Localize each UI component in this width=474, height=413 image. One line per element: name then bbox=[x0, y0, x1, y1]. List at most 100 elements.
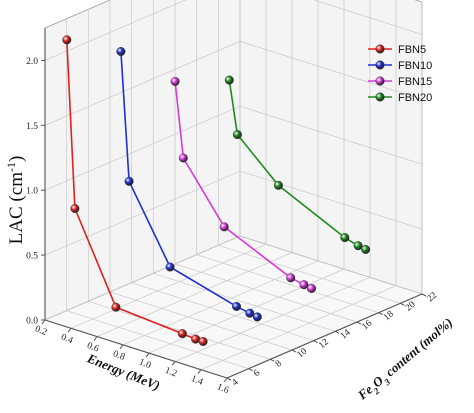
data-point bbox=[224, 75, 234, 85]
y-tick-mark bbox=[356, 321, 362, 325]
legend-item: FBN5 bbox=[368, 44, 426, 56]
data-point bbox=[231, 301, 241, 311]
data-point bbox=[245, 308, 255, 318]
y-gridline bbox=[87, 9, 271, 360]
series-fbn15 bbox=[170, 76, 317, 293]
z-axis-label-main: LAC (cm bbox=[6, 172, 27, 245]
y-tick-label: 20 bbox=[404, 300, 418, 314]
y-tick-label: 14 bbox=[339, 328, 353, 342]
x-tick-mark bbox=[171, 361, 176, 366]
y-gridline bbox=[152, 0, 336, 332]
y-tick-mark bbox=[270, 358, 275, 362]
y-axis-label-sub1: 2 bbox=[371, 385, 382, 397]
x-tick-label: 0.6 bbox=[85, 341, 100, 355]
legend-label: FBN10 bbox=[398, 60, 432, 72]
x-tick-label: 1.6 bbox=[215, 382, 230, 396]
x-tick-label: 0.8 bbox=[111, 349, 126, 363]
legend-marker bbox=[375, 92, 385, 102]
x-tick-mark bbox=[41, 319, 46, 325]
y-tick-mark bbox=[313, 340, 318, 344]
y-tick-label: 12 bbox=[317, 337, 331, 351]
y-tick-mark bbox=[400, 302, 405, 306]
y-tick-mark bbox=[378, 312, 383, 316]
legend-item: FBN10 bbox=[368, 60, 432, 72]
y-axis-label-fe: Fe bbox=[354, 382, 376, 404]
axis-frame bbox=[41, 28, 427, 383]
y-tick-label: 4 bbox=[231, 377, 241, 388]
legend-marker bbox=[375, 44, 385, 54]
legend-item: FBN15 bbox=[368, 76, 432, 88]
y-tick-mark bbox=[335, 330, 340, 334]
y-axis-line bbox=[226, 293, 423, 379]
y-tick-label: 10 bbox=[296, 346, 310, 360]
y-tick-label: 18 bbox=[382, 309, 396, 323]
legend-marker bbox=[375, 76, 385, 86]
data-point bbox=[116, 47, 126, 57]
data-point bbox=[191, 334, 201, 344]
series-fbn20 bbox=[224, 75, 371, 254]
x-tick-label: 1.2 bbox=[163, 366, 178, 380]
z-tick-label: 1.0 bbox=[26, 187, 38, 197]
legend-label: FBN20 bbox=[398, 92, 432, 104]
y-gridline bbox=[131, 0, 314, 342]
y-gridline bbox=[174, 0, 358, 323]
z-axis-label: LAC (cm-1) bbox=[4, 156, 27, 245]
y-gridline bbox=[217, 0, 401, 304]
x-tick-label: 0.4 bbox=[59, 333, 74, 347]
y-gridline bbox=[66, 18, 249, 370]
data-point bbox=[124, 176, 134, 186]
data-point bbox=[165, 262, 175, 272]
z-axis-label-sup: -1 bbox=[4, 162, 18, 172]
z-tick-label: 2.0 bbox=[26, 57, 38, 67]
x-tick-label: 0.2 bbox=[33, 324, 48, 338]
y-tick-label: 6 bbox=[252, 368, 262, 379]
y-axis-label-rest: content (mol%) bbox=[380, 315, 455, 382]
y-gridline bbox=[196, 0, 379, 314]
series-fbn10 bbox=[116, 47, 262, 322]
data-point bbox=[232, 130, 242, 140]
data-point bbox=[286, 273, 296, 283]
legend-label: FBN5 bbox=[398, 44, 426, 56]
x-tick-mark bbox=[93, 336, 98, 341]
grid-lines bbox=[44, 0, 423, 379]
data-point bbox=[170, 76, 180, 86]
y-axis-label-sub2: 3 bbox=[382, 376, 393, 388]
z-tick-label: 0.5 bbox=[26, 252, 38, 262]
y-tick-label: 16 bbox=[361, 318, 375, 332]
data-point bbox=[353, 241, 363, 251]
data-point bbox=[299, 280, 309, 290]
z-axis-label-close: ) bbox=[6, 156, 27, 162]
legend: FBN5 FBN10 FBN15 FBN20 bbox=[368, 44, 432, 104]
data-point bbox=[273, 180, 283, 190]
x-tick-label: 1.0 bbox=[137, 357, 152, 371]
x-tick-label: 1.4 bbox=[189, 374, 204, 388]
z-tick-label: 0.0 bbox=[26, 317, 38, 327]
data-point bbox=[177, 329, 187, 339]
data-point bbox=[252, 312, 262, 322]
y-tick-label: 8 bbox=[274, 359, 284, 370]
x-tick-mark bbox=[223, 377, 228, 383]
x-tick-mark bbox=[119, 344, 124, 350]
data-point bbox=[361, 244, 371, 254]
y-tick-mark bbox=[226, 377, 232, 381]
data-point bbox=[111, 302, 121, 312]
data-point bbox=[70, 203, 80, 213]
series-fbn5 bbox=[62, 35, 208, 347]
data-point bbox=[62, 35, 72, 45]
data-point bbox=[198, 337, 208, 347]
y-tick-mark bbox=[291, 349, 297, 353]
y-tick-label: 22 bbox=[426, 290, 440, 304]
legend-item: FBN20 bbox=[368, 92, 432, 104]
data-point bbox=[219, 222, 229, 232]
data-series bbox=[62, 35, 371, 347]
x-tick-mark bbox=[67, 327, 72, 333]
y-tick-mark bbox=[421, 293, 427, 297]
data-point bbox=[340, 233, 350, 243]
legend-label: FBN15 bbox=[398, 76, 432, 88]
y-tick-mark bbox=[248, 368, 253, 372]
data-point bbox=[178, 153, 188, 163]
z-tick-label: 1.5 bbox=[26, 122, 38, 132]
legend-marker bbox=[375, 60, 385, 70]
x-axis-line bbox=[44, 319, 228, 379]
